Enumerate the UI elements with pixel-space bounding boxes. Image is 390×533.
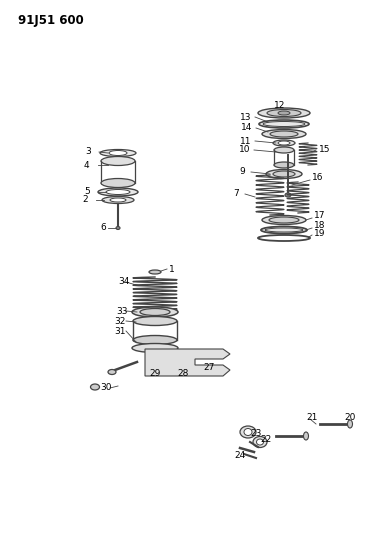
Ellipse shape xyxy=(149,270,161,274)
Ellipse shape xyxy=(90,384,99,390)
Ellipse shape xyxy=(140,309,170,316)
Ellipse shape xyxy=(262,130,306,139)
Text: 3: 3 xyxy=(85,148,91,157)
Text: 33: 33 xyxy=(116,306,128,316)
Text: 22: 22 xyxy=(260,435,271,445)
Text: 20: 20 xyxy=(344,413,355,422)
Ellipse shape xyxy=(116,227,120,230)
Text: 34: 34 xyxy=(118,278,129,287)
Text: 28: 28 xyxy=(177,368,188,377)
Text: 24: 24 xyxy=(234,451,245,461)
Ellipse shape xyxy=(257,439,264,445)
Ellipse shape xyxy=(265,228,303,232)
Ellipse shape xyxy=(101,157,135,166)
Ellipse shape xyxy=(132,343,178,352)
Ellipse shape xyxy=(347,420,353,428)
Ellipse shape xyxy=(266,169,302,179)
Text: 5: 5 xyxy=(84,188,90,197)
Text: 13: 13 xyxy=(240,112,252,122)
Ellipse shape xyxy=(108,369,116,375)
Text: 91J51 600: 91J51 600 xyxy=(18,14,84,27)
Text: 14: 14 xyxy=(241,124,252,133)
Ellipse shape xyxy=(258,108,310,118)
Ellipse shape xyxy=(278,111,290,115)
Ellipse shape xyxy=(110,198,126,202)
Text: 7: 7 xyxy=(233,190,239,198)
Text: 18: 18 xyxy=(314,222,326,230)
Ellipse shape xyxy=(102,197,134,204)
Text: 2: 2 xyxy=(82,196,88,205)
Text: 17: 17 xyxy=(314,212,326,221)
Text: 12: 12 xyxy=(274,101,286,109)
Ellipse shape xyxy=(274,147,294,153)
Text: 10: 10 xyxy=(239,146,250,155)
Ellipse shape xyxy=(273,171,295,177)
Text: 21: 21 xyxy=(306,414,317,423)
Ellipse shape xyxy=(100,149,136,157)
Ellipse shape xyxy=(263,122,305,126)
Ellipse shape xyxy=(269,217,299,223)
Ellipse shape xyxy=(101,179,135,188)
Text: 30: 30 xyxy=(100,384,112,392)
Ellipse shape xyxy=(285,193,291,197)
Ellipse shape xyxy=(98,188,138,196)
Text: 9: 9 xyxy=(239,167,245,176)
Text: 31: 31 xyxy=(114,327,126,335)
Text: 19: 19 xyxy=(314,230,326,238)
Ellipse shape xyxy=(109,150,127,156)
Ellipse shape xyxy=(106,190,130,195)
Ellipse shape xyxy=(278,141,290,145)
Ellipse shape xyxy=(133,317,177,326)
Ellipse shape xyxy=(273,140,295,146)
Polygon shape xyxy=(145,349,230,376)
Ellipse shape xyxy=(267,109,301,117)
Ellipse shape xyxy=(240,426,256,438)
Ellipse shape xyxy=(270,131,298,137)
Ellipse shape xyxy=(244,429,252,435)
Ellipse shape xyxy=(303,432,308,440)
Ellipse shape xyxy=(274,162,294,168)
Text: 16: 16 xyxy=(312,174,323,182)
Text: 29: 29 xyxy=(149,368,160,377)
Ellipse shape xyxy=(262,215,306,224)
Text: 27: 27 xyxy=(203,362,214,372)
Text: 6: 6 xyxy=(100,223,106,232)
Text: 15: 15 xyxy=(319,146,330,155)
Ellipse shape xyxy=(253,437,267,448)
Ellipse shape xyxy=(132,307,178,317)
Text: 4: 4 xyxy=(84,160,90,169)
Text: 11: 11 xyxy=(240,136,252,146)
Ellipse shape xyxy=(133,335,177,344)
Text: 32: 32 xyxy=(114,317,125,326)
Text: 1: 1 xyxy=(169,264,175,273)
Text: 23: 23 xyxy=(250,430,261,439)
